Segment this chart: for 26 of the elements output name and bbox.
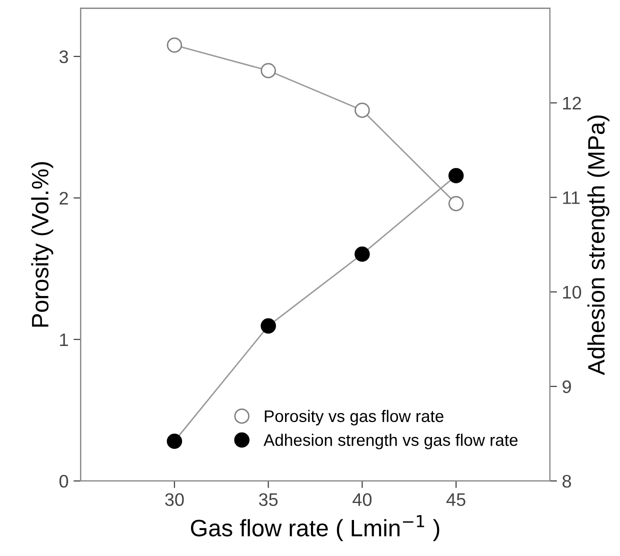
x-tick-label: 35 xyxy=(258,493,278,506)
point xyxy=(354,102,370,118)
y2-tick-label: 10 xyxy=(563,286,582,299)
y-tick-label: 0 xyxy=(59,474,68,488)
y2-tick-label: 8 xyxy=(562,474,571,488)
x-tick-label: 40 xyxy=(352,493,372,506)
x-tick-label: 45 xyxy=(446,493,466,506)
legend-label: Porosity vs gas flow rate xyxy=(264,410,444,426)
y2-tick-label: 12 xyxy=(563,96,581,110)
legend-label: Adhesion strength vs gas flow rate xyxy=(264,434,518,450)
point xyxy=(354,246,370,262)
x-axis-title: Gas flow rate ( Lmin$^{−1}$ ) xyxy=(190,515,440,542)
y-axis-title: Porosity (Vol.%) xyxy=(31,162,54,327)
point xyxy=(260,318,276,334)
point xyxy=(448,196,464,212)
point xyxy=(260,62,276,78)
y2-axis-title: Adhesion strength (MPa) xyxy=(587,116,610,376)
x-tick-label: 30 xyxy=(165,493,184,506)
y-tick-label: 1 xyxy=(60,334,68,346)
y2-tick-label: 9 xyxy=(562,380,571,394)
y2-tick-label: 11 xyxy=(563,192,580,204)
point xyxy=(166,434,182,449)
point xyxy=(166,37,182,53)
y-tick-label: 2 xyxy=(60,192,68,204)
point xyxy=(448,168,464,184)
y-tick-label: 3 xyxy=(59,50,68,64)
